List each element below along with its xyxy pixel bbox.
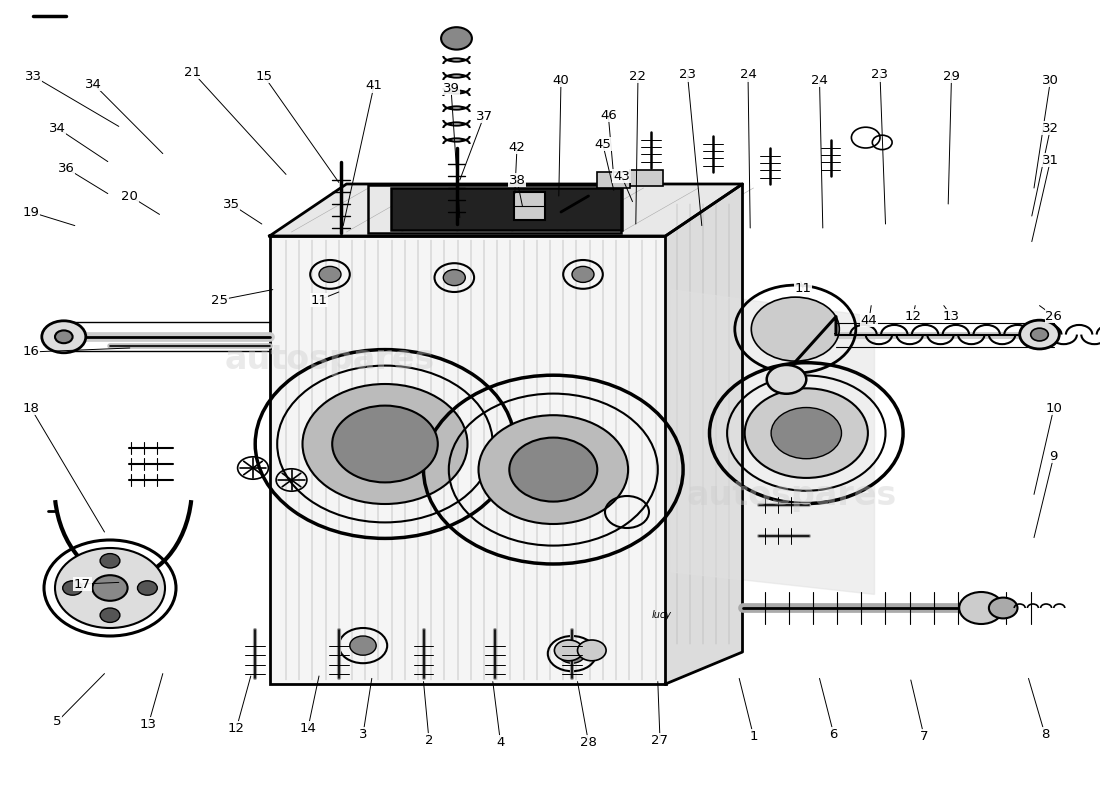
Circle shape xyxy=(751,297,839,361)
Text: 39: 39 xyxy=(442,82,460,94)
Text: lucy: lucy xyxy=(651,610,671,619)
Polygon shape xyxy=(666,184,743,684)
Text: 8: 8 xyxy=(1041,728,1049,741)
Text: 41: 41 xyxy=(365,79,383,92)
Text: 16: 16 xyxy=(22,346,40,358)
Circle shape xyxy=(578,640,606,661)
Text: 23: 23 xyxy=(871,68,889,81)
Text: 2: 2 xyxy=(425,734,433,746)
Text: 43: 43 xyxy=(613,170,630,182)
Text: 38: 38 xyxy=(508,174,526,186)
Bar xyxy=(270,236,666,684)
Text: 17: 17 xyxy=(74,578,91,590)
Text: 27: 27 xyxy=(651,734,669,746)
Text: 4: 4 xyxy=(496,736,505,749)
Circle shape xyxy=(92,575,128,601)
Circle shape xyxy=(441,27,472,50)
Circle shape xyxy=(572,266,594,282)
Text: 45: 45 xyxy=(594,138,612,150)
Text: 24: 24 xyxy=(811,74,828,86)
Text: 22: 22 xyxy=(629,70,647,82)
Bar xyxy=(597,172,630,188)
Circle shape xyxy=(767,365,806,394)
Text: 10: 10 xyxy=(1045,402,1063,414)
Text: 26: 26 xyxy=(1045,310,1063,322)
Circle shape xyxy=(302,384,468,504)
Text: 11: 11 xyxy=(310,294,328,306)
Text: 7: 7 xyxy=(920,730,928,742)
Circle shape xyxy=(509,438,597,502)
Text: 14: 14 xyxy=(299,722,317,734)
Text: 29: 29 xyxy=(943,70,960,82)
Text: 36: 36 xyxy=(57,162,75,174)
Polygon shape xyxy=(270,184,742,236)
Circle shape xyxy=(100,608,120,622)
Text: 21: 21 xyxy=(184,66,201,78)
Circle shape xyxy=(138,581,157,595)
Text: 34: 34 xyxy=(85,78,102,90)
Circle shape xyxy=(989,598,1018,618)
Bar xyxy=(514,192,544,220)
Circle shape xyxy=(332,406,438,482)
Text: 46: 46 xyxy=(600,109,617,122)
Circle shape xyxy=(771,407,842,458)
Text: 1: 1 xyxy=(749,730,758,742)
Circle shape xyxy=(55,548,165,628)
Circle shape xyxy=(1020,320,1059,349)
Circle shape xyxy=(559,644,585,663)
Text: 24: 24 xyxy=(739,68,757,81)
Text: 37: 37 xyxy=(475,110,493,122)
Text: 18: 18 xyxy=(22,402,40,414)
Circle shape xyxy=(1031,328,1048,341)
Text: 19: 19 xyxy=(22,206,40,218)
Text: 12: 12 xyxy=(228,722,245,734)
Text: 32: 32 xyxy=(1042,122,1059,134)
Text: 5: 5 xyxy=(53,715,62,728)
Text: 30: 30 xyxy=(1042,74,1059,86)
Text: 40: 40 xyxy=(552,74,570,86)
Text: 25: 25 xyxy=(211,294,229,306)
Text: 42: 42 xyxy=(508,141,526,154)
Text: 11: 11 xyxy=(794,282,812,294)
Text: 44: 44 xyxy=(860,314,878,326)
Text: 20: 20 xyxy=(121,190,139,202)
Circle shape xyxy=(42,321,86,353)
Text: 28: 28 xyxy=(580,736,597,749)
Circle shape xyxy=(959,592,1003,624)
Bar xyxy=(630,170,663,186)
Text: 34: 34 xyxy=(48,122,66,134)
Text: 13: 13 xyxy=(943,310,960,322)
Text: 9: 9 xyxy=(1049,450,1058,462)
Bar xyxy=(368,185,621,233)
Circle shape xyxy=(350,636,376,655)
Text: 23: 23 xyxy=(679,68,696,81)
Polygon shape xyxy=(671,290,874,594)
Circle shape xyxy=(554,640,583,661)
Text: autospares: autospares xyxy=(224,343,436,377)
Text: 6: 6 xyxy=(829,728,838,741)
Text: autospares: autospares xyxy=(686,479,898,513)
Bar xyxy=(390,188,622,230)
Text: 12: 12 xyxy=(904,310,922,322)
Circle shape xyxy=(63,581,82,595)
Text: 13: 13 xyxy=(140,718,157,730)
Circle shape xyxy=(443,270,465,286)
Text: 33: 33 xyxy=(24,70,42,82)
Circle shape xyxy=(745,388,868,478)
Text: 35: 35 xyxy=(222,198,240,210)
Circle shape xyxy=(100,554,120,568)
Circle shape xyxy=(478,415,628,524)
Circle shape xyxy=(55,330,73,343)
Text: 31: 31 xyxy=(1042,154,1059,166)
Text: 3: 3 xyxy=(359,728,367,741)
Text: 15: 15 xyxy=(255,70,273,82)
Circle shape xyxy=(319,266,341,282)
